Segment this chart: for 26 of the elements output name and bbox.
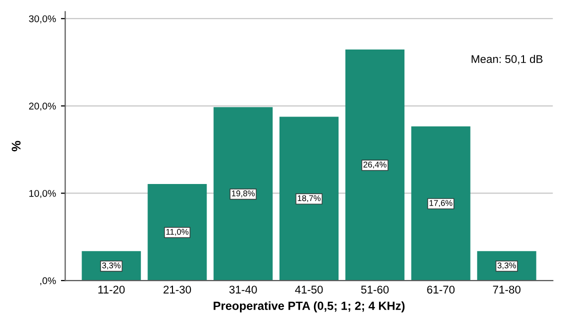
annotation: Mean: 50,1 dB bbox=[472, 54, 542, 64]
bar bbox=[279, 116, 339, 281]
x-tick-label: 11-20 bbox=[98, 286, 125, 294]
x-tick-label: 61-70 bbox=[427, 286, 455, 294]
y-axis-title: % bbox=[12, 140, 21, 152]
data-label: 3,3% bbox=[102, 262, 121, 270]
bar bbox=[345, 49, 404, 281]
data-label: 19,8% bbox=[232, 190, 255, 198]
y-tick-label: 30,0% bbox=[28, 15, 56, 24]
x-tick-label: 71-80 bbox=[493, 286, 520, 294]
bar bbox=[148, 184, 207, 281]
data-label: 11,0% bbox=[166, 228, 188, 236]
bar bbox=[411, 126, 470, 281]
data-label: 17,6% bbox=[430, 200, 452, 207]
y-tick-label: 20,0% bbox=[29, 102, 56, 111]
x-axis-title: Preoperative PTA (0,5; 1; 2; 4 KHz) bbox=[214, 301, 405, 312]
x-tick-label: 31-40 bbox=[229, 286, 257, 294]
x-tick-label: 21-30 bbox=[164, 286, 191, 294]
y-tick-label: 10,0% bbox=[29, 190, 56, 198]
data-label: 26,4% bbox=[364, 162, 386, 169]
data-label: 3,3% bbox=[498, 262, 516, 270]
data-label: 18,7% bbox=[298, 195, 321, 202]
x-tick-label: 41-50 bbox=[295, 286, 323, 294]
bar bbox=[214, 107, 273, 281]
x-tick-label: 51-60 bbox=[361, 286, 389, 294]
y-tick-label: ,0% bbox=[40, 277, 56, 286]
